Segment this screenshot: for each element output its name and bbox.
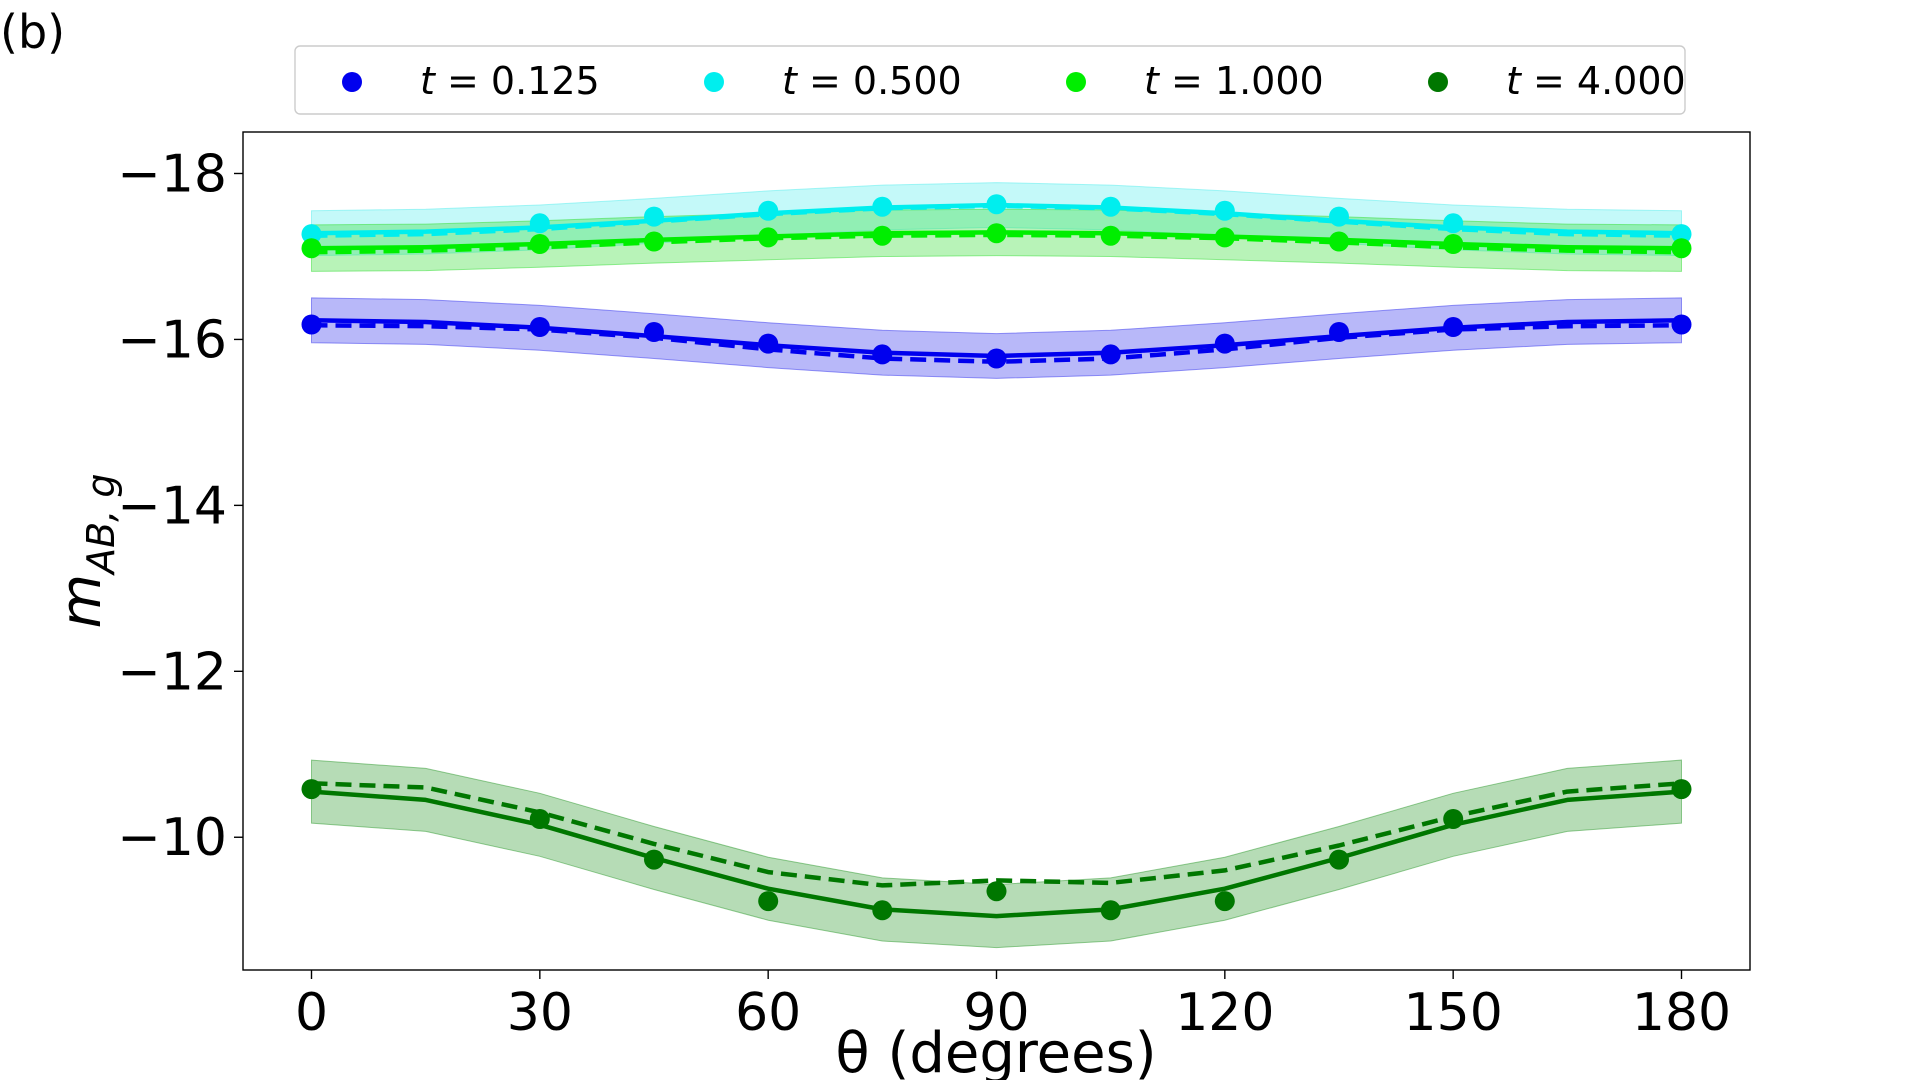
series-2-point [1100,225,1121,246]
series-0-point [301,314,322,335]
series-0-band [311,297,1682,379]
series-3-point [301,779,322,800]
series-3-point [1443,809,1464,829]
series-2-point [644,231,664,252]
panel-label: (b) [0,5,65,59]
data-points [301,194,1692,921]
series-1-point [1671,224,1692,245]
series-0-point [1671,314,1692,335]
x-tick-label: 60 [735,983,801,1043]
series-1-legend-label: t = 0.500 [782,59,962,103]
y-axis-title-main: m [49,574,114,629]
series-1-point [1214,200,1235,221]
y-tick-label: −10 [117,808,227,868]
y-tick-label: −16 [117,310,227,370]
series-1-legend-marker [704,72,724,92]
x-tick-label: 150 [1404,983,1503,1043]
series-0-legend-label: t = 0.125 [420,59,600,103]
series-2-point [1329,231,1349,252]
y-axis-title-subscript: AB, g [79,474,123,577]
series-2-point [1214,227,1235,248]
series-3-legend-marker [1428,72,1448,92]
series-1-point [529,213,550,234]
series-2-point [872,225,893,246]
x-axis-ticks: 0 30 60 90 120 150 180 [295,970,1731,1043]
series-1-point [986,194,1007,215]
y-tick-label: −14 [117,476,227,536]
series-0-point [872,344,893,365]
legend-frame [294,45,1686,115]
series-2-legend-marker [1066,72,1086,92]
confidence-bands [311,182,1682,949]
series-2-legend-label: t = 1.000 [1144,59,1324,103]
series-0-point [1214,333,1235,354]
y-axis-ticks: −18 −16 −14 −12 −10 [117,144,243,868]
x-tick-label: 0 [295,983,328,1043]
series-1-point [1329,206,1349,227]
series-0-point [758,333,779,354]
series-1-point [644,206,664,227]
series-0-legend-marker [342,72,362,92]
series-3-point [1329,849,1349,870]
series-3-point [986,881,1007,902]
series-2-point [301,238,322,259]
series-0-point [644,322,664,342]
y-tick-label: −12 [117,642,227,702]
svg-text:mAB, g: mAB, g [49,474,123,629]
series-3-legend-label: t = 4.000 [1506,59,1686,103]
series-0-point [1443,317,1464,337]
y-tick-label: −18 [117,144,227,204]
series-0-point [1100,344,1121,365]
series-0-point [529,317,550,337]
series-3-point [872,900,893,921]
series-1-point [1443,213,1464,234]
series-3-point [1671,779,1692,800]
series-3-point [758,891,779,912]
series-1-point [758,200,779,221]
series-3-point [644,849,664,870]
x-axis-title: θ (degrees) [835,1021,1156,1080]
series-3-point [1100,900,1121,921]
legend: t = 0.125 t = 0.500 t = 1.000 t = 4.000 [294,45,1686,115]
series-1-point [872,196,893,217]
series-2-point [1443,234,1464,254]
series-2-point [1671,238,1692,259]
x-tick-label: 180 [1632,983,1731,1043]
series-3-point [529,809,550,829]
series-2-point [529,234,550,254]
y-axis-title: mAB, g [49,474,123,629]
series-3-point [1214,891,1235,912]
x-tick-label: 90 [963,983,1029,1043]
series-2-point [986,223,1007,244]
x-tick-label: 120 [1175,983,1274,1043]
x-tick-label: 30 [507,983,573,1043]
series-0-point [1329,322,1349,342]
series-1-point [1100,196,1121,217]
series-1-point [301,224,322,245]
series-2-point [758,227,779,248]
series-3-band [311,759,1682,949]
series-0-point [986,348,1007,369]
